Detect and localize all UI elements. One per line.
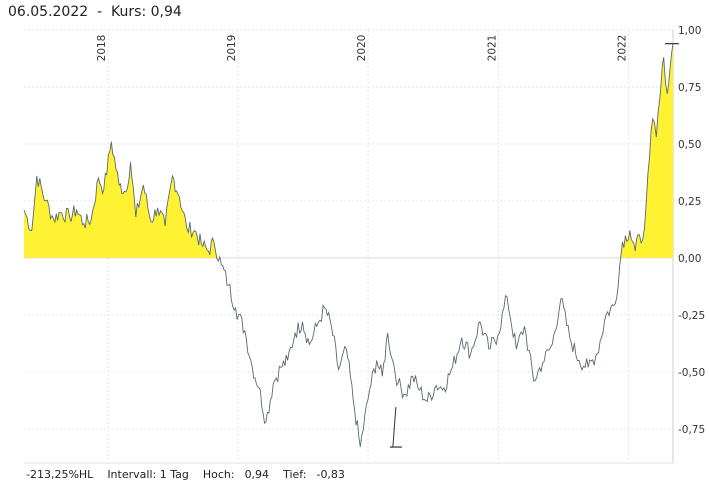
footer-low-value: -0,83	[316, 468, 345, 481]
footer-range: -213,25%HL	[26, 468, 94, 481]
y-tick-label: 0,00	[678, 253, 701, 265]
x-tick-label: 2020	[356, 35, 368, 62]
y-tick-label: -0,50	[678, 367, 705, 379]
chart-footer: -213,25%HL Intervall: 1 Tag Hoch: 0,94 T…	[26, 468, 359, 481]
low-marker-stem	[392, 407, 397, 448]
chart-title: 06.05.2022 - Kurs: 0,94	[8, 4, 182, 20]
x-tick-label: 2019	[226, 35, 238, 62]
chart-line	[23, 43, 674, 448]
x-tick-label: 2021	[486, 35, 498, 62]
chart-area-fill	[24, 43, 673, 258]
x-tick-label: 2022	[616, 35, 628, 62]
header-separator: -	[97, 4, 103, 20]
x-tick-label: 2018	[96, 35, 108, 62]
y-tick-label: 0,50	[678, 139, 701, 151]
header-price: Kurs: 0,94	[111, 4, 182, 20]
footer-interval: Intervall: 1 Tag	[107, 468, 189, 481]
footer-high-label: Hoch:	[202, 468, 235, 481]
series-line	[23, 43, 674, 448]
chart-markers	[389, 43, 679, 448]
y-tick-label: -0,75	[678, 424, 705, 436]
y-tick-label: 0,75	[678, 82, 701, 94]
y-tick-label: -0,25	[678, 310, 705, 322]
positive-area	[24, 43, 673, 258]
footer-low-label: Tief:	[283, 468, 307, 481]
header-date: 06.05.2022	[8, 4, 89, 20]
y-axis: 1,00 0,75 0,50 0,25 0,00 -0,25 -0,50 -0,75	[678, 25, 705, 436]
y-tick-label: 1,00	[678, 25, 701, 37]
y-tick-label: 0,25	[678, 196, 701, 208]
footer-high-value: 0,94	[244, 468, 270, 481]
x-axis: 2018 2019 2020 2021 2022	[96, 35, 628, 62]
